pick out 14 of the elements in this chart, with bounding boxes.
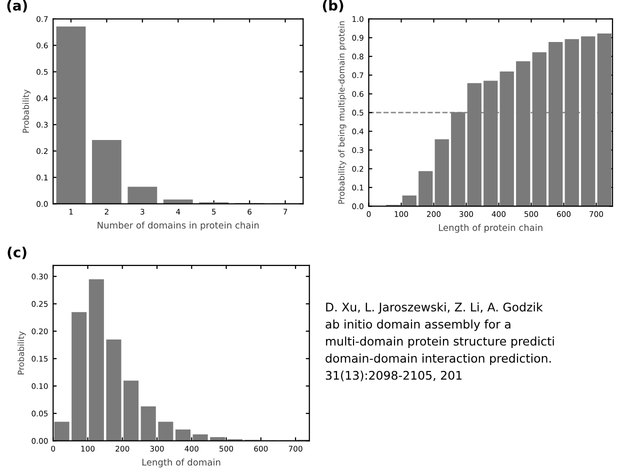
x-axis-title: Number of domains in protein chain <box>98 222 259 230</box>
y-axis-title: Probability of being multiple-domain protein <box>338 21 346 204</box>
text: D. Xu, L. Jaroszewski, Z. Li, A. Godzik <box>326 302 543 314</box>
text: 31(13):2098-2105, 201 <box>326 370 462 382</box>
text: ab initio domain assembly for a <box>326 319 510 331</box>
y-axis-title: Probability <box>18 331 26 374</box>
x-axis-title: Length of domain <box>142 458 220 468</box>
text: domain-domain interaction prediction. <box>326 354 551 366</box>
x-axis-title: Length of protein chain <box>439 224 542 233</box>
chart-title: (b) <box>322 0 344 12</box>
text: multi-domain protein structure predicti <box>326 336 554 348</box>
chart-title: (c) <box>8 246 26 260</box>
chart-title: (a) <box>7 0 27 12</box>
y-axis-title: Probability <box>22 90 31 133</box>
